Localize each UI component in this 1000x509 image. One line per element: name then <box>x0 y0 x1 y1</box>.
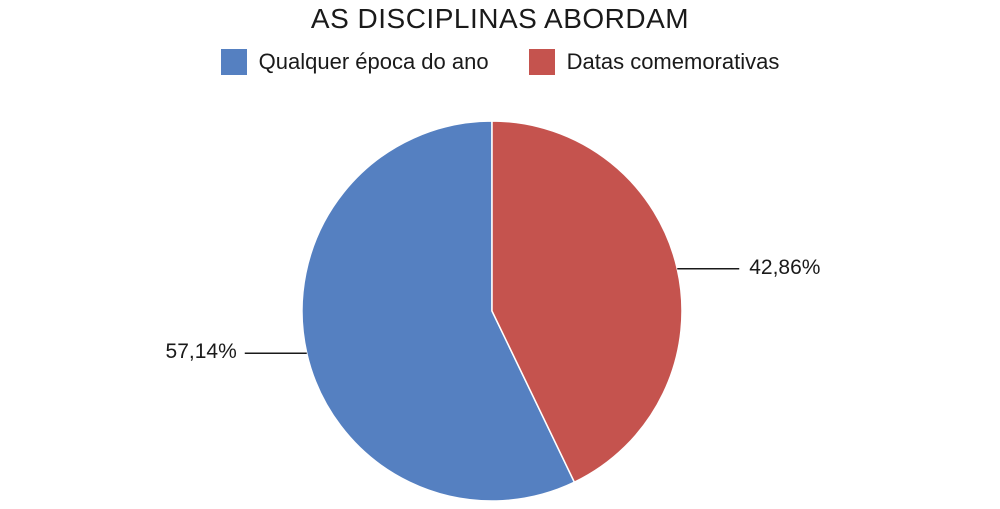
pie-slice-datas-comemorativas <box>491 120 683 484</box>
legend-item-qualquer-epoca: Qualquer época do ano <box>220 47 489 77</box>
legend-label: Datas comemorativas <box>566 49 780 74</box>
data-label-qualquer-epoca: 57,14% <box>165 340 237 364</box>
legend-swatch-red <box>528 49 555 75</box>
chart-title: AS DISCIPLINAS ABORDAM <box>310 3 690 34</box>
legend-item-datas-comemorativas: Datas comemorativas <box>528 47 780 77</box>
legend: Qualquer época do ano Datas comemorativa… <box>0 47 1000 77</box>
data-label-datas-comemorativas: 42,86% <box>749 255 821 279</box>
legend-swatch-blue <box>220 49 247 75</box>
legend-label: Qualquer época do ano <box>258 49 489 74</box>
pie-slice-qualquer-epoca <box>301 120 576 502</box>
